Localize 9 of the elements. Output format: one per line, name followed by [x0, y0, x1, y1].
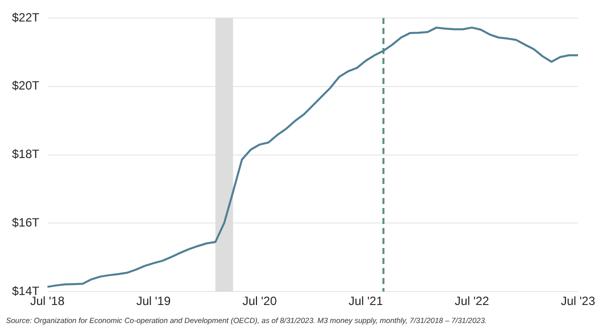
x-tick-label: Jul '21: [348, 294, 384, 308]
y-tick-label: $22T: [12, 10, 40, 24]
x-tick-label: Jul '22: [454, 294, 490, 308]
x-tick-label: Jul '19: [136, 294, 171, 308]
y-tick-label: $20T: [12, 78, 40, 93]
y-tick-label: $18T: [12, 147, 40, 162]
x-tick-label: Jul '20: [242, 294, 278, 308]
y-tick-label: $16T: [12, 216, 40, 230]
x-tick-label: Jul '23: [560, 294, 596, 308]
